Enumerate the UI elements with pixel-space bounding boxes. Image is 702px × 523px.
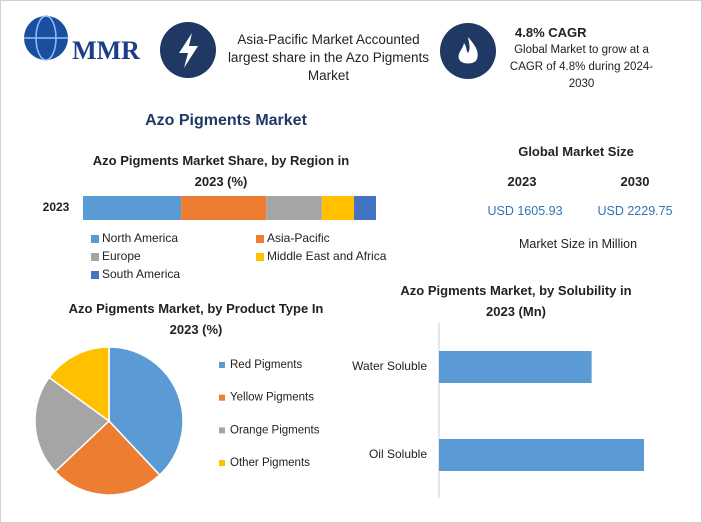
chart-title: Azo Pigments Market, by Product Type In … — [68, 301, 324, 337]
bar-segment — [354, 196, 376, 220]
bar-segment — [266, 196, 322, 220]
pie-slice — [34, 376, 111, 473]
legend-label: Orange Pigments — [230, 424, 320, 436]
legend-label: Middle East and Africa — [267, 249, 387, 263]
bar-segment — [321, 196, 355, 220]
legend-marker — [256, 253, 264, 261]
highlight-title: 4.8% CAGR — [515, 25, 587, 40]
icon-circle — [440, 23, 496, 79]
logo-text: MMR — [72, 36, 140, 65]
lightning-icon — [179, 33, 198, 68]
pie-slice — [48, 346, 110, 423]
legend-marker — [91, 235, 99, 243]
chart-title: Azo Pigments Market Share, by Region in … — [92, 153, 350, 189]
market-value: USD 2229.75 — [597, 204, 673, 218]
bar-segment — [83, 196, 182, 220]
y-tick-label: Oil Soluble — [369, 447, 427, 461]
pie-slice — [53, 419, 161, 496]
bar-segment — [181, 196, 267, 220]
legend-marker — [256, 235, 264, 243]
y-tick-label: 2023 — [43, 200, 70, 214]
market-note: Market Size in Million — [518, 237, 638, 251]
market-size-title: Global Market Size — [518, 144, 634, 159]
main-title: Azo Pigments Market — [145, 112, 307, 129]
year: 2030 — [620, 174, 650, 189]
legend-marker — [91, 271, 99, 279]
legend-label: Asia-Pacific — [267, 231, 330, 245]
legend-label: Red Pigments — [230, 359, 302, 371]
legend-label: North America — [102, 231, 178, 245]
bar — [439, 351, 592, 383]
y-tick-label: Water Soluble — [352, 359, 427, 373]
legend-label: Europe — [102, 249, 141, 263]
chart-title: Azo Pigments Market, by Solubility in 20… — [400, 283, 632, 319]
year: 2023 — [507, 174, 537, 189]
legend-label: Other Pigments — [230, 457, 310, 469]
legend-marker — [219, 394, 225, 401]
highlight-text: Global Market to grow at a CAGR of 4.8% … — [509, 44, 654, 90]
legend-marker — [219, 427, 225, 434]
legend-label: South America — [102, 267, 180, 281]
bar — [439, 439, 644, 471]
market-value: USD 1605.93 — [487, 204, 563, 218]
legend-label: Yellow Pigments — [230, 392, 314, 404]
pie-slice — [108, 346, 184, 477]
flame-icon — [458, 37, 478, 64]
legend-marker — [219, 460, 225, 467]
legend-marker — [91, 253, 99, 261]
legend-marker — [219, 362, 225, 368]
highlight-text: Asia-Pacific Market Accounted largest sh… — [227, 32, 430, 83]
